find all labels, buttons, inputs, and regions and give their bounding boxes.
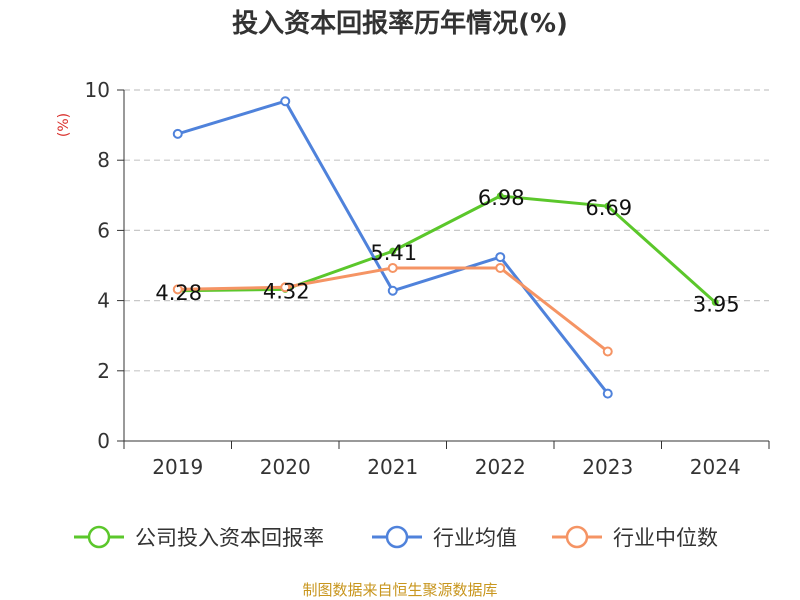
legend[interactable]: 公司投入资本回报率 行业均值 行业中位数 <box>74 525 718 550</box>
legend-marker <box>565 525 589 549</box>
legend-item-1[interactable]: 行业均值 <box>372 525 517 550</box>
series-2 <box>172 262 613 357</box>
legend-item-0[interactable]: 公司投入资本回报率 <box>74 525 324 550</box>
legend-item-2[interactable]: 行业中位数 <box>552 525 718 550</box>
data-label: 6.69 <box>585 196 632 220</box>
data-point[interactable] <box>602 388 613 399</box>
x-tick-label: 2020 <box>260 455 311 479</box>
legend-label: 行业均值 <box>433 526 517 550</box>
grid <box>124 89 769 372</box>
y-tick-label: 6 <box>97 218 110 242</box>
data-point[interactable] <box>496 192 504 200</box>
data-point[interactable] <box>602 346 613 357</box>
legend-marker <box>385 525 409 549</box>
y-tick-label: 8 <box>97 148 110 172</box>
y-axis-label: (%) <box>56 113 72 137</box>
data-point[interactable] <box>172 128 183 139</box>
y-tick-label: 0 <box>97 429 110 453</box>
x-tick-label: 2024 <box>690 455 741 479</box>
data-point[interactable] <box>387 262 398 273</box>
legend-label: 行业中位数 <box>613 526 718 550</box>
data-point[interactable] <box>495 262 506 273</box>
data-point[interactable] <box>495 252 506 263</box>
y-tick-label: 4 <box>97 289 110 313</box>
y-tick-label: 10 <box>85 78 110 102</box>
x-tick-label: 2022 <box>475 455 526 479</box>
series-line <box>177 194 717 304</box>
data-point[interactable] <box>280 96 291 107</box>
x-tick-label: 2023 <box>582 455 633 479</box>
data-label: 6.98 <box>478 186 525 210</box>
data-point[interactable] <box>172 284 183 295</box>
x-tick-label: 2021 <box>367 455 418 479</box>
data-label: 3.95 <box>693 292 740 316</box>
series-1 <box>172 96 613 399</box>
y-tick-label: 2 <box>97 359 110 383</box>
axes: 0 2 4 6 8 10 2019 2020 2021 2022 2023 2024 <box>85 78 770 479</box>
data-label: 4.28 <box>155 281 202 305</box>
data-point[interactable] <box>389 247 397 255</box>
data-labels: 4.28 4.32 5.41 6.98 6.69 3.95 <box>155 186 739 316</box>
data-point[interactable] <box>604 202 612 210</box>
legend-label: 公司投入资本回报率 <box>135 526 324 550</box>
data-point[interactable] <box>280 282 291 293</box>
data-label: 4.32 <box>263 279 310 303</box>
series-group <box>172 96 719 399</box>
data-point[interactable] <box>711 298 719 306</box>
source-note: 制图数据来自恒生聚源数据库 <box>302 581 497 599</box>
data-label: 5.41 <box>370 241 417 265</box>
data-point[interactable] <box>387 285 398 296</box>
x-tick-label: 2019 <box>152 455 203 479</box>
legend-marker <box>87 525 111 549</box>
chart-title: 投入资本回报率历年情况(%) <box>232 8 568 39</box>
